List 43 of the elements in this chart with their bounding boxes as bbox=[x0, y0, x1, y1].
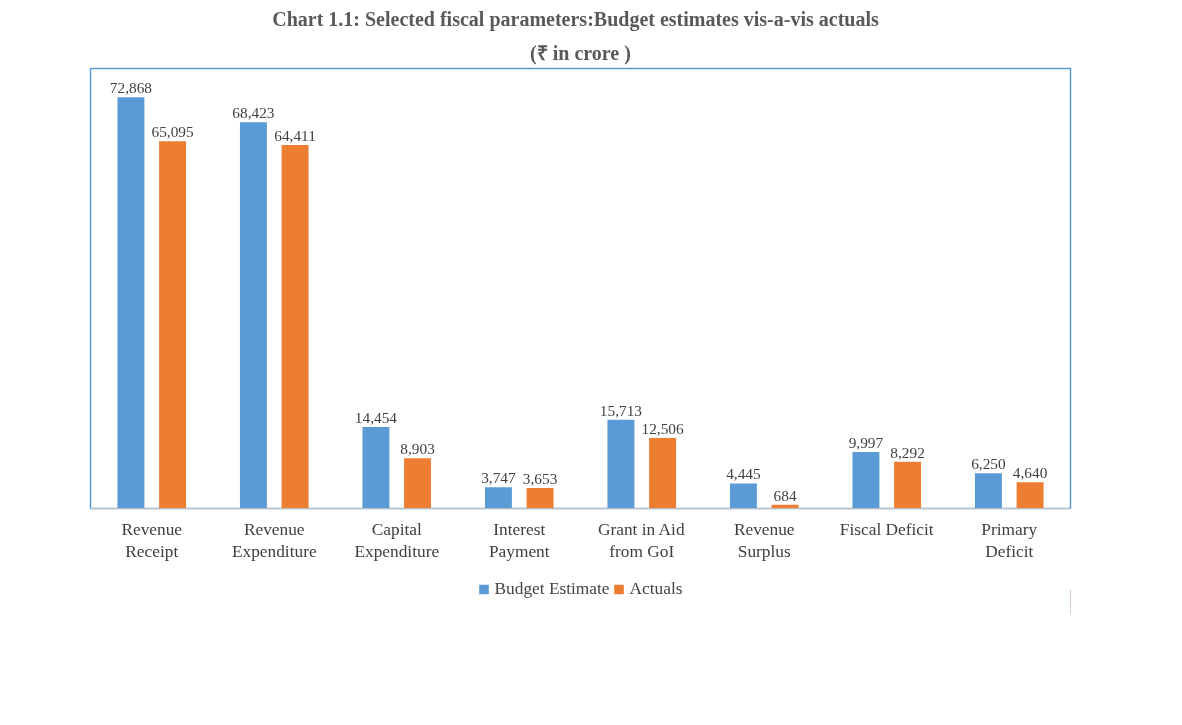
legend-label: Budget Estimate bbox=[494, 579, 610, 599]
bar bbox=[974, 473, 1002, 509]
x-tick-label: Revenue Expenditure bbox=[231, 519, 317, 562]
bar bbox=[894, 461, 922, 509]
bar bbox=[362, 426, 390, 509]
x-tick-label: Capital Expenditure bbox=[354, 519, 440, 562]
x-tick-label: Revenue Receipt bbox=[121, 519, 183, 562]
data-label: 64,411 bbox=[274, 127, 316, 145]
data-label: 6,250 bbox=[971, 455, 1007, 473]
bar bbox=[484, 487, 512, 509]
bar bbox=[404, 458, 432, 509]
chart-title: Chart 1.1: Selected fiscal parameters:Budget estimates vis-a-vis actuals bbox=[272, 7, 879, 31]
bar bbox=[281, 145, 309, 509]
data-label: 4,640 bbox=[1012, 464, 1048, 482]
data-label: 15,713 bbox=[599, 401, 643, 419]
chart-subtitle: (₹ in crore ) bbox=[530, 41, 631, 65]
bar bbox=[117, 97, 145, 509]
bar bbox=[239, 122, 267, 509]
data-label: 14,454 bbox=[354, 408, 398, 426]
x-tick-label: Primary Deficit bbox=[981, 519, 1038, 562]
data-label: 4,445 bbox=[726, 465, 762, 483]
x-tick-label: Revenue Surplus bbox=[733, 519, 795, 562]
data-label: 12,506 bbox=[641, 419, 684, 437]
x-tick-label: Fiscal Deficit bbox=[839, 519, 934, 539]
data-label: 8,292 bbox=[890, 443, 925, 461]
data-label: 72,868 bbox=[109, 79, 153, 97]
data-label: 8,903 bbox=[400, 440, 436, 458]
data-label: 68,423 bbox=[232, 104, 275, 122]
legend-label: Actuals bbox=[629, 579, 683, 599]
data-label: 3,653 bbox=[522, 469, 558, 487]
x-tick-label: Grant in Aid from GoI bbox=[597, 519, 685, 562]
data-label: 684 bbox=[773, 486, 797, 504]
bar bbox=[729, 483, 757, 509]
bar bbox=[607, 419, 635, 509]
bar bbox=[159, 141, 187, 509]
data-label: 65,095 bbox=[151, 123, 194, 141]
data-label: 9,997 bbox=[848, 434, 884, 452]
bar bbox=[1016, 482, 1044, 509]
bar bbox=[649, 437, 677, 509]
bar bbox=[852, 452, 880, 509]
data-label: 3,747 bbox=[481, 469, 517, 487]
x-tick-label: Interest Payment bbox=[488, 519, 550, 562]
bar bbox=[526, 487, 554, 509]
